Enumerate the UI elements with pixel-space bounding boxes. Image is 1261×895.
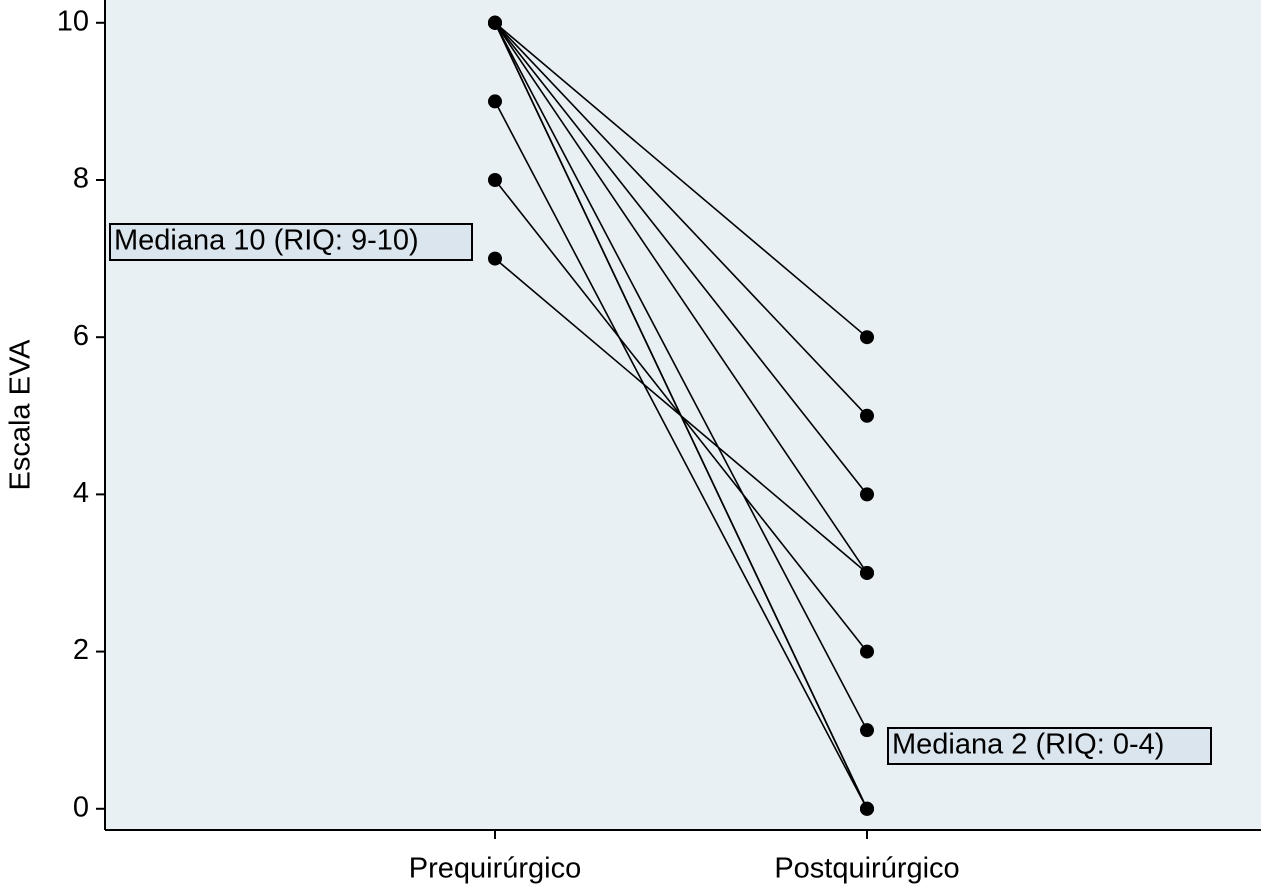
y-tick-label: 10 — [57, 5, 89, 37]
plot-area — [105, 0, 1261, 830]
annotation: Mediana 2 (RIQ: 0-4) — [892, 729, 1164, 761]
y-tick-label: 8 — [73, 163, 89, 195]
series-line — [494, 257, 868, 574]
point — [860, 565, 874, 580]
point — [860, 723, 874, 738]
point — [860, 644, 874, 659]
point — [860, 487, 874, 502]
point — [488, 172, 502, 187]
point — [488, 251, 502, 266]
point — [860, 408, 874, 423]
y-tick-label: 0 — [73, 791, 89, 823]
series-line — [494, 101, 868, 810]
annotation-box — [109, 223, 473, 261]
series-line — [494, 22, 868, 417]
series-line — [494, 22, 868, 574]
annotation-box — [887, 727, 1212, 765]
series-line — [494, 22, 868, 731]
point — [860, 330, 874, 345]
x-tick-label: Postquirúrgico — [774, 853, 959, 885]
y-tick-label: 4 — [73, 477, 89, 509]
series-line — [494, 22, 868, 338]
point — [488, 94, 502, 109]
series-line — [494, 22, 868, 495]
y-axis-label: Escala EVA — [5, 339, 37, 491]
y-tick-label: 6 — [73, 320, 89, 352]
point — [860, 801, 874, 816]
point — [488, 15, 502, 30]
annotation: Mediana 10 (RIQ: 9-10) — [114, 225, 419, 257]
x-tick-label: Prequirúrgico — [409, 853, 581, 885]
y-tick-label: 2 — [73, 634, 89, 666]
